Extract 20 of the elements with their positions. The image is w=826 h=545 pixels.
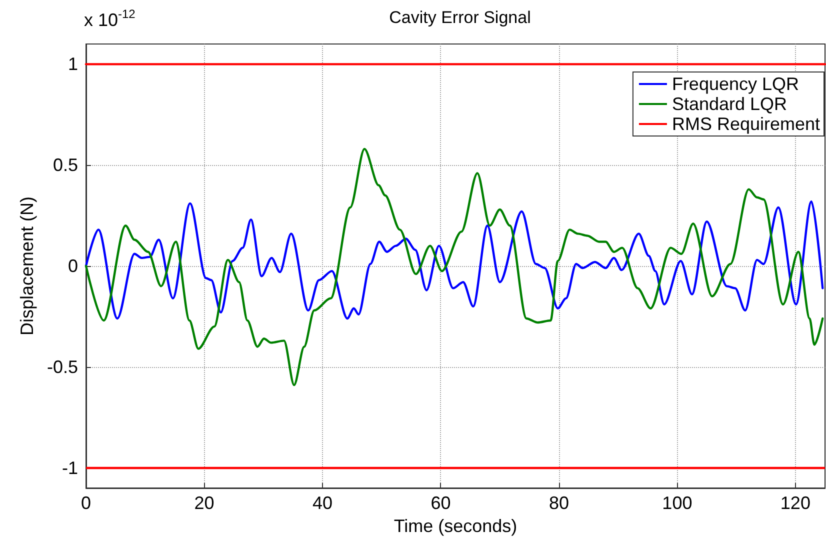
line-series <box>84 148 824 386</box>
y-tick-label: 1 <box>68 54 78 74</box>
legend-label: RMS Requirement <box>672 114 820 134</box>
x-tick-label: 60 <box>430 493 451 513</box>
x-tick-label: 100 <box>662 493 692 513</box>
y-tick-label: 0 <box>68 256 78 276</box>
x-axis-title: Time (seconds) <box>394 516 518 536</box>
x-tick-label: 120 <box>780 493 810 513</box>
y-axis-title: Displacement (N) <box>17 196 38 336</box>
line-series <box>84 200 824 320</box>
x-tick-label: 20 <box>194 493 214 513</box>
x-tick-label: 40 <box>312 493 332 513</box>
legend-label: Frequency LQR <box>672 74 800 94</box>
legend-label: Standard LQR <box>672 94 788 114</box>
chart-title: Cavity Error Signal <box>389 8 531 27</box>
x-tick-label: 0 <box>80 493 92 513</box>
y-tick-label: -1 <box>62 458 78 478</box>
y-tick-label: 0.5 <box>52 155 78 176</box>
x-tick-label: 80 <box>548 493 569 513</box>
y-tick-label: -0.5 <box>46 356 78 377</box>
